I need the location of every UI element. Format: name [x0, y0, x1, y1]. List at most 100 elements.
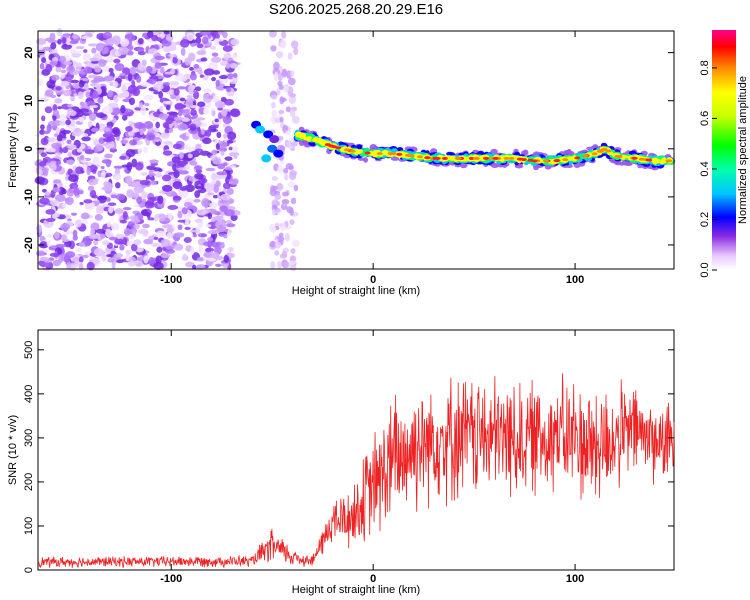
ridge-peak-blob — [376, 152, 383, 156]
noise-blob — [220, 150, 225, 156]
noise-blob — [73, 187, 80, 197]
noise-blob — [162, 82, 170, 86]
spectrogram-xlabel: Height of straight line (km) — [292, 285, 420, 297]
noise-blob — [207, 30, 212, 39]
ridge-blob — [661, 157, 667, 164]
noise-blob — [72, 235, 78, 241]
noise-blob — [281, 191, 289, 197]
noise-blob — [219, 199, 229, 204]
snr-ylabel: SNR (10 * v/v) — [7, 415, 19, 485]
noise-blob — [122, 237, 128, 246]
noise-blob — [121, 84, 127, 93]
colorbar-tick-label: 0.6 — [699, 111, 711, 126]
noise-blob — [205, 247, 212, 253]
noise-blob — [184, 57, 192, 66]
noise-blob — [146, 65, 153, 74]
noise-blob — [59, 113, 68, 123]
noise-blob — [46, 124, 52, 133]
noise-blob — [285, 140, 293, 148]
spectrogram-ylabel: Frequency (Hz) — [7, 112, 19, 188]
noise-blob — [287, 181, 295, 188]
noise-blob — [143, 121, 154, 129]
noise-blob — [143, 238, 154, 245]
noise-blob — [192, 91, 200, 100]
noise-blob — [83, 82, 89, 91]
noise-blob — [223, 162, 228, 167]
noise-blob — [194, 165, 203, 171]
ridge-peak-blob — [441, 156, 448, 160]
noise-blob — [172, 181, 183, 190]
noise-blob — [94, 83, 102, 89]
noise-blob — [217, 163, 226, 170]
noise-blob — [194, 190, 201, 199]
noise-blob — [290, 255, 297, 263]
noise-blob — [142, 223, 150, 229]
noise-blob — [45, 148, 56, 153]
noise-blob — [223, 254, 230, 263]
noise-blob — [38, 161, 47, 167]
noise-blob — [105, 159, 111, 168]
noise-blob — [279, 116, 284, 123]
noise-blob — [277, 261, 282, 269]
noise-blob — [66, 65, 76, 73]
ridge-peak-blob — [432, 156, 439, 160]
noise-blob — [61, 37, 67, 44]
noise-blob — [229, 62, 239, 69]
noise-blob — [196, 43, 204, 49]
noise-blob — [140, 106, 147, 116]
noise-blob — [133, 185, 144, 194]
noise-blob — [162, 150, 173, 156]
noise-blob — [94, 214, 103, 221]
noise-blob — [114, 174, 122, 181]
noise-blob — [66, 261, 72, 270]
spec-xtick-label: -100 — [160, 274, 182, 286]
noise-blob — [293, 241, 299, 248]
noise-blob — [179, 76, 187, 82]
noise-blob — [88, 233, 100, 240]
noise-blob — [41, 115, 46, 122]
noise-blob — [199, 30, 209, 36]
noise-blob — [65, 76, 72, 83]
noise-blob — [172, 143, 182, 150]
noise-blob — [228, 152, 240, 157]
noise-blob — [45, 137, 57, 143]
noise-blob — [185, 131, 191, 137]
noise-blob — [212, 252, 220, 259]
noise-blob — [49, 252, 61, 258]
ridge-peak-blob — [417, 155, 424, 159]
ridge-peak-blob — [482, 156, 489, 160]
noise-blob — [289, 219, 295, 225]
ridge-peak-blob — [591, 152, 598, 156]
noise-blob — [50, 94, 57, 99]
noise-blob — [125, 252, 130, 262]
noise-blob — [168, 54, 178, 58]
noise-blob — [98, 59, 107, 67]
snr-panel: -100 0 100 0 100 200 300 400 500 Height of strai… — [7, 329, 675, 596]
ridge-peak-blob — [597, 149, 604, 153]
noise-blob — [279, 145, 286, 152]
noise-blob — [208, 95, 214, 100]
noise-blob — [157, 33, 162, 38]
noise-blob — [40, 137, 49, 146]
noise-blob — [87, 43, 99, 47]
noise-blob — [186, 94, 193, 99]
noise-blob — [84, 149, 95, 155]
noise-blob — [90, 227, 96, 234]
noise-blob — [41, 57, 47, 64]
noise-blob — [207, 212, 213, 220]
noise-blob — [270, 45, 277, 52]
noise-blob — [170, 80, 180, 86]
noise-blob — [45, 217, 56, 223]
noise-blob — [123, 227, 131, 237]
noise-blob — [137, 51, 146, 56]
noise-blob — [271, 176, 278, 181]
noise-blob — [128, 97, 136, 106]
noise-blob — [290, 40, 299, 49]
noise-blob — [55, 127, 60, 134]
noise-blob — [167, 205, 179, 210]
ridge-blob — [306, 136, 312, 140]
noise-blob — [293, 47, 299, 56]
noise-blob — [97, 97, 104, 104]
noise-blob — [55, 66, 62, 73]
noise-blob — [143, 94, 154, 101]
